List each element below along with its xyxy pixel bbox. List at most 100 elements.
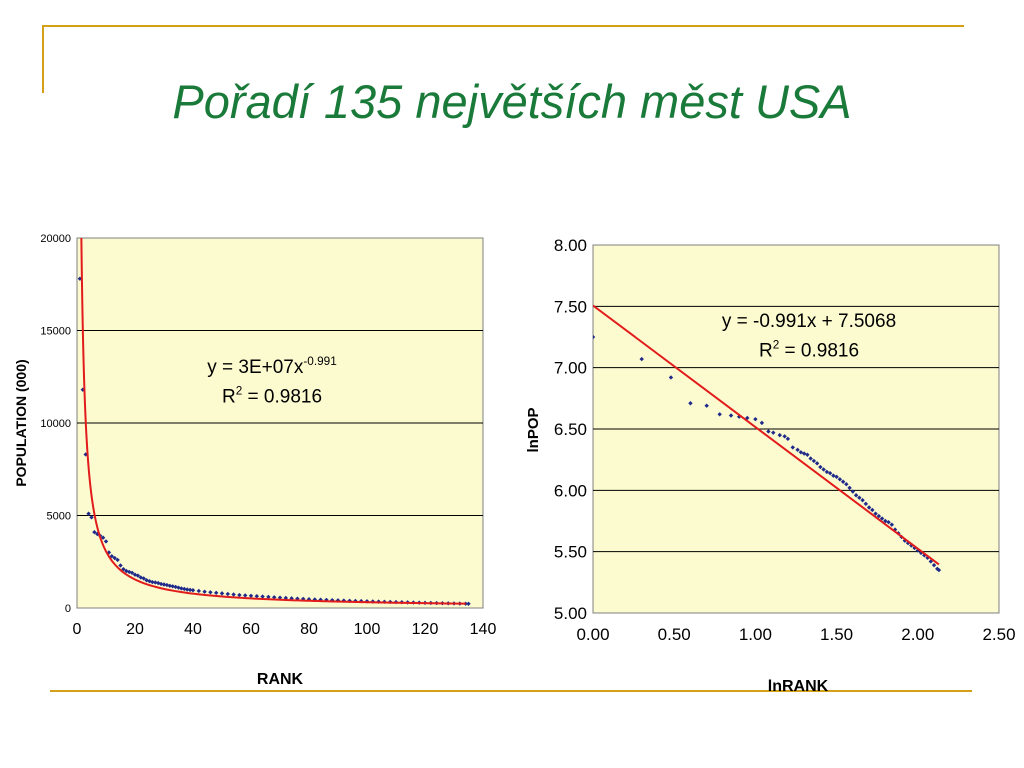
data-point (190, 588, 196, 593)
data-point (161, 582, 167, 587)
data-point (129, 570, 135, 576)
data-point (753, 416, 758, 422)
trendline (80, 238, 466, 605)
data-point (928, 559, 933, 564)
x-tick-label: 0.00 (576, 625, 609, 644)
y-tick-label: 6.50 (554, 420, 587, 439)
r-label: R (759, 340, 773, 361)
data-point (187, 587, 193, 593)
x-tick-label: 20 (126, 621, 144, 638)
data-point (912, 545, 917, 551)
data-point (593, 334, 596, 340)
data-point (272, 595, 277, 600)
data-point (115, 557, 120, 563)
y-tick-label: 5.00 (554, 604, 587, 623)
data-point (466, 601, 471, 606)
data-point (153, 580, 158, 585)
x-tick-label: 0.50 (658, 625, 691, 644)
equation-text: y = 3E+07x (207, 357, 304, 378)
trendline-group (80, 238, 466, 605)
data-point (219, 591, 225, 596)
y-tick-label: 8.00 (554, 236, 587, 255)
y-tick-label: 0 (65, 603, 71, 615)
data-point (150, 579, 155, 585)
r-exponent: 2 (773, 338, 780, 351)
data-point (827, 470, 833, 476)
population-rank-chart: 0 5000 10000 15000 20000 0 20 40 60 80 100 120 140 RA… (13, 233, 497, 688)
data-point (818, 464, 823, 470)
accent-bottom-line (50, 690, 972, 692)
equation-text: y = -0.991x + 7.5068 (722, 311, 896, 332)
data-point (785, 436, 791, 442)
r-value: = 0.9816 (242, 386, 322, 407)
r-label: R (222, 386, 236, 407)
x-axis-title: RANK (257, 671, 304, 688)
x-tick-label: 140 (470, 621, 497, 638)
x-tick-label: 2.00 (901, 625, 934, 644)
y-tick-label: 10000 (40, 418, 71, 430)
data-point (132, 572, 138, 577)
data-point (353, 598, 358, 604)
data-point (870, 507, 875, 513)
data-point (853, 493, 859, 498)
data-point (141, 576, 146, 581)
data-point (147, 578, 152, 584)
r-squared: R2 = 0.9816 (759, 338, 859, 361)
r-exponent: 2 (236, 384, 243, 397)
trend-equation: y = -0.991x + 7.5068 (722, 311, 896, 332)
data-point (170, 584, 175, 589)
data-point (909, 543, 914, 548)
data-point (668, 375, 674, 380)
data-point (777, 432, 782, 438)
x-tick-label: 2.50 (982, 625, 1015, 644)
data-point (883, 518, 888, 524)
data-point (135, 573, 141, 578)
data-point (837, 477, 843, 482)
data-point (922, 553, 927, 558)
x-tick-label: 80 (300, 621, 318, 638)
x-tick-label: 60 (242, 621, 260, 638)
data-point (92, 529, 97, 535)
x-tick-label: 100 (354, 621, 381, 638)
x-tick-label: 1.50 (820, 625, 853, 644)
data-point (795, 447, 800, 453)
y-tick-label: 5.50 (554, 543, 587, 562)
data-point (936, 567, 942, 573)
r-squared: R2 = 0.9816 (222, 384, 322, 407)
y-tick-label: 6.00 (554, 481, 587, 500)
equation-exponent: -0.991 (303, 355, 336, 368)
x-tick-label: 0 (73, 621, 82, 638)
data-point (208, 590, 213, 595)
data-point (918, 550, 924, 556)
data-point (759, 420, 765, 426)
x-tick-label: 1.00 (739, 625, 772, 644)
data-point (811, 458, 817, 464)
data-point (312, 597, 317, 602)
data-point (844, 482, 849, 487)
data-point (231, 592, 236, 597)
y-axis-title: lnPOP (525, 407, 542, 452)
data-point (185, 587, 190, 592)
trendline (593, 304, 940, 566)
data-point (860, 497, 865, 503)
y-tick-label: 20000 (40, 233, 71, 245)
x-tick-label: 120 (412, 621, 439, 638)
slide-title: Pořadí 135 největších měst USA (172, 75, 852, 128)
data-point (179, 586, 184, 591)
y-tick-label: 7.00 (554, 359, 587, 378)
data-point (86, 511, 91, 516)
data-point (886, 520, 891, 525)
y-tick-label: 15000 (40, 325, 71, 337)
data-point (717, 412, 722, 417)
x-tick-label: 40 (184, 621, 202, 638)
data-point (196, 588, 201, 594)
data-point (89, 515, 94, 520)
data-point (266, 594, 271, 600)
data-point (138, 575, 143, 580)
data-point (801, 451, 807, 456)
data-point (176, 585, 181, 590)
data-point (106, 550, 112, 555)
y-tick-label: 5000 (47, 510, 71, 522)
data-point (639, 356, 644, 362)
data-point (260, 594, 265, 599)
